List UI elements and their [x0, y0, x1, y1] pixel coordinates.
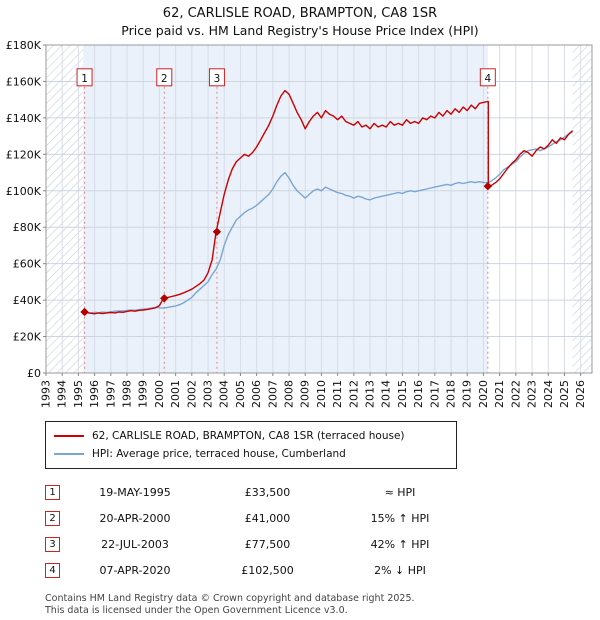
svg-text:2005: 2005 — [234, 380, 247, 408]
svg-text:2010: 2010 — [315, 380, 328, 408]
svg-text:1995: 1995 — [72, 380, 85, 408]
sale-date: 19-MAY-1995 — [99, 485, 171, 499]
sale-price: £33,500 — [244, 485, 291, 499]
legend-item-hpi: HPI: Average price, terraced house, Cumb… — [54, 445, 448, 463]
sale-price: £77,500 — [244, 537, 291, 551]
svg-text:£160K: £160K — [6, 75, 42, 88]
svg-text:2020: 2020 — [477, 380, 490, 408]
footer-line-2: This data is licensed under the Open Gov… — [45, 605, 348, 616]
svg-text:£120K: £120K — [6, 148, 42, 161]
svg-text:1: 1 — [81, 73, 88, 85]
legend-swatch-hpi-line — [54, 453, 84, 455]
svg-text:2022: 2022 — [509, 380, 522, 408]
legend-item-property: 62, CARLISLE ROAD, BRAMPTON, CA8 1SR (te… — [54, 427, 448, 445]
sale-hpi-comparison: 15% ↑ HPI — [370, 511, 430, 525]
page-subtitle: Price paid vs. HM Land Registry's House … — [121, 23, 479, 38]
svg-text:2015: 2015 — [396, 380, 409, 408]
sale-number-badge: 4 — [45, 562, 60, 578]
svg-text:£80K: £80K — [13, 221, 42, 234]
svg-text:£100K: £100K — [6, 185, 42, 198]
sale-date: 20-APR-2000 — [99, 511, 171, 525]
svg-text:2024: 2024 — [542, 380, 555, 408]
svg-text:2014: 2014 — [380, 380, 393, 408]
table-row: 3 22-JUL-2003 £77,500 42% ↑ HPI — [45, 531, 600, 557]
svg-text:2013: 2013 — [364, 380, 377, 408]
svg-text:£60K: £60K — [13, 258, 42, 271]
svg-text:2008: 2008 — [283, 380, 296, 408]
sale-hpi-comparison: 42% ↑ HPI — [370, 537, 430, 551]
legend-label: HPI: Average price, terraced house, Cumb… — [92, 448, 346, 460]
svg-text:2026: 2026 — [574, 380, 587, 408]
legend-label: 62, CARLISLE ROAD, BRAMPTON, CA8 1SR (te… — [92, 430, 405, 442]
sale-number-badge: 1 — [45, 484, 60, 500]
sale-price: £102,500 — [241, 563, 294, 577]
svg-text:1996: 1996 — [88, 380, 101, 408]
table-row: 4 07-APR-2020 £102,500 2% ↓ HPI — [45, 557, 600, 583]
svg-text:2006: 2006 — [250, 380, 263, 408]
svg-text:£0: £0 — [27, 367, 41, 380]
svg-text:2019: 2019 — [461, 380, 474, 408]
svg-text:2003: 2003 — [202, 380, 215, 408]
copyright-footer: Contains HM Land Registry data © Crown c… — [45, 593, 600, 617]
svg-text:2007: 2007 — [266, 380, 279, 408]
svg-text:£140K: £140K — [6, 112, 42, 125]
sale-number-badge: 2 — [45, 510, 60, 526]
svg-text:1997: 1997 — [104, 380, 117, 408]
table-row: 1 19-MAY-1995 £33,500 ≈ HPI — [45, 479, 600, 505]
svg-text:2: 2 — [161, 73, 168, 85]
sale-date: 07-APR-2020 — [99, 563, 171, 577]
svg-text:1998: 1998 — [121, 380, 134, 408]
svg-text:2023: 2023 — [526, 380, 539, 408]
svg-text:2012: 2012 — [347, 380, 360, 408]
svg-text:2002: 2002 — [185, 380, 198, 408]
footer-line-1: Contains HM Land Registry data © Crown c… — [45, 593, 415, 604]
table-row: 2 20-APR-2000 £41,000 15% ↑ HPI — [45, 505, 600, 531]
sale-hpi-comparison: 2% ↓ HPI — [374, 563, 426, 577]
sale-hpi-comparison: ≈ HPI — [384, 485, 416, 499]
price-chart: 1 2 3 4 £0 £20K £40K £60K £80K £100K £120K £140K £16… — [6, 39, 593, 408]
svg-text:3: 3 — [214, 73, 221, 85]
svg-text:2000: 2000 — [153, 380, 166, 408]
sale-number-badge: 3 — [45, 536, 60, 552]
sale-price: £41,000 — [244, 511, 291, 525]
svg-text:2018: 2018 — [445, 380, 458, 408]
svg-text:£40K: £40K — [13, 294, 42, 307]
svg-text:2025: 2025 — [558, 380, 571, 408]
svg-text:2009: 2009 — [299, 380, 312, 408]
sales-table: 1 19-MAY-1995 £33,500 ≈ HPI 2 20-APR-200… — [45, 479, 600, 583]
chart-header: 62, CARLISLE ROAD, BRAMPTON, CA8 1SR Pri… — [0, 0, 600, 39]
svg-text:£180K: £180K — [6, 39, 42, 52]
sale-date: 22-JUL-2003 — [101, 537, 169, 551]
svg-text:1999: 1999 — [137, 380, 150, 408]
svg-text:2011: 2011 — [331, 380, 344, 408]
svg-text:2001: 2001 — [169, 380, 182, 408]
svg-text:2004: 2004 — [218, 380, 231, 408]
svg-text:2016: 2016 — [412, 380, 425, 408]
svg-text:1993: 1993 — [40, 380, 53, 408]
svg-text:1994: 1994 — [56, 380, 69, 408]
svg-text:4: 4 — [484, 73, 491, 85]
svg-text:2021: 2021 — [493, 380, 506, 408]
page-title: 62, CARLISLE ROAD, BRAMPTON, CA8 1SR — [162, 6, 438, 21]
svg-text:2017: 2017 — [428, 380, 441, 408]
svg-text:£20K: £20K — [13, 331, 42, 344]
legend-swatch-property-line — [54, 435, 84, 437]
chart-legend: 62, CARLISLE ROAD, BRAMPTON, CA8 1SR (te… — [45, 421, 457, 469]
